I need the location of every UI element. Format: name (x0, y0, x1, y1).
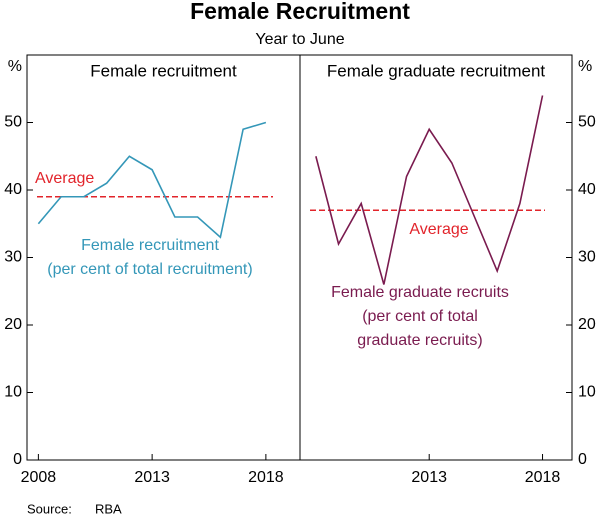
series-line (315, 95, 544, 285)
y-tick-label: 50 (4, 114, 22, 131)
y-tick-label: 10 (4, 384, 22, 401)
panel-title: Female recruitment (90, 61, 237, 80)
y-tick-label: 30 (578, 249, 596, 266)
y-unit: % (8, 58, 22, 75)
average-label: Average (35, 170, 94, 187)
chart-title: Female Recruitment (190, 0, 410, 24)
y-tick-label: 40 (578, 181, 596, 198)
x-tick-label: 2013 (411, 469, 447, 486)
x-tick-label: 2018 (248, 469, 284, 486)
y-tick-label: 20 (578, 316, 596, 333)
series-label: graduate recruits) (357, 332, 482, 349)
chart-subtitle: Year to June (255, 31, 344, 48)
y-tick-label: 30 (4, 249, 22, 266)
series-label: Female graduate recruits (331, 284, 509, 301)
y-tick-label: 20 (4, 316, 22, 333)
x-tick-label: 2013 (134, 469, 170, 486)
y-tick-label: 0 (578, 451, 587, 468)
series-label: Female recruitment (81, 237, 219, 254)
series-line (37, 121, 267, 239)
series-label: (per cent of total (362, 308, 478, 325)
y-tick-label: 40 (4, 181, 22, 198)
y-tick-label: 50 (578, 114, 596, 131)
series-label: (per cent of total recruitment) (47, 261, 252, 278)
y-tick-label: 10 (578, 384, 596, 401)
average-label: Average (409, 221, 468, 238)
x-tick-label: 2018 (525, 469, 561, 486)
source: RBA (95, 501, 122, 516)
x-tick-label: 2008 (21, 469, 57, 486)
panel-title: Female graduate recruitment (327, 61, 546, 80)
y-unit: % (578, 58, 592, 75)
y-tick-label: 0 (13, 451, 22, 468)
source-label: Source: (27, 501, 72, 516)
